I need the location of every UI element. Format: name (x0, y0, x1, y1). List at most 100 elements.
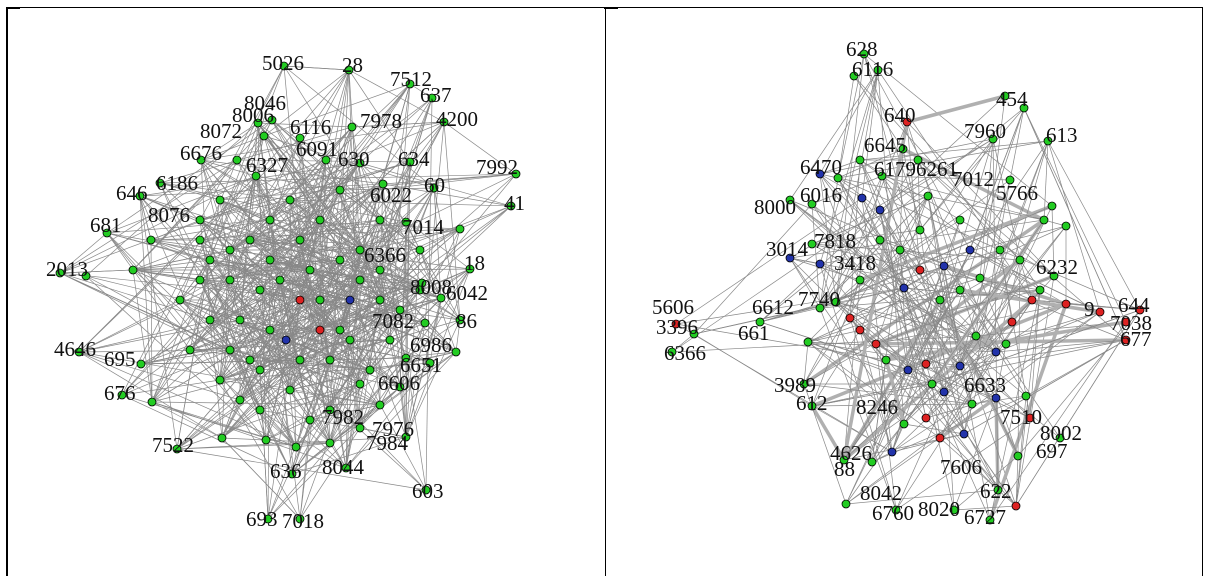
left-graph-edge (199, 161, 411, 221)
left-graph-node (146, 235, 156, 245)
left-graph-node (245, 355, 255, 365)
right-graph-edge (819, 173, 863, 199)
left-graph-edge (345, 351, 457, 469)
left-graph-edge (279, 279, 401, 311)
left-graph-node (251, 171, 261, 181)
left-graph-edge (200, 159, 257, 177)
left-graph-node (215, 375, 225, 385)
left-graph-edge (379, 187, 435, 221)
right-graph-edge (811, 302, 1067, 408)
right-graph-node (1013, 451, 1023, 461)
left-graph-edge (140, 119, 273, 365)
right-graph-edge (903, 287, 961, 367)
left-graph-node-label: 7082 (372, 309, 414, 333)
left-graph-edge (259, 289, 287, 341)
left-graph-node (365, 365, 375, 375)
left-graph-node-label: 6042 (446, 281, 488, 305)
left-graph-node-label: 6676 (180, 141, 222, 165)
left-graph-node-label: 60 (424, 173, 445, 197)
right-graph-node (921, 413, 931, 423)
right-graph-node (955, 215, 965, 225)
left-graph-node (375, 400, 385, 410)
left-graph-edge (159, 182, 201, 281)
left-graph-node (55, 268, 65, 278)
left-graph-node (263, 514, 273, 524)
right-graph-node (855, 155, 865, 165)
right-graph-node (1015, 255, 1025, 265)
left-graph-edge (199, 219, 423, 284)
right-graph-edge (875, 343, 897, 511)
left-graph-edge (399, 268, 471, 388)
left-graph-node (405, 79, 415, 89)
right-graph-node-label: 88 (834, 457, 855, 481)
left-graph-node (285, 385, 295, 395)
right-graph-edge (871, 395, 1027, 463)
right-graph-edge (953, 455, 1019, 511)
right-graph-node (807, 199, 817, 209)
right-graph-node (923, 191, 933, 201)
right-graph-edge (1023, 107, 1127, 341)
left-graph-edge (59, 175, 257, 274)
right-graph-edge (927, 195, 965, 435)
left-graph-edge (150, 219, 271, 241)
left-graph-node-label: 5026 (262, 51, 304, 75)
right-graph-edge (979, 277, 1007, 345)
right-graph-edge (671, 335, 977, 353)
right-graph-node (1061, 221, 1071, 231)
right-graph-node (857, 193, 867, 203)
right-graph-edge (875, 275, 1055, 345)
right-graph-node (807, 239, 817, 249)
right-graph-edge (891, 433, 965, 453)
right-graph-node (841, 499, 851, 509)
left-graph-node (279, 61, 289, 71)
left-graph-edge (279, 279, 331, 444)
left-graph-node (295, 235, 305, 245)
right-graph-edge (819, 173, 861, 281)
right-graph-node-label: 7038 (1110, 311, 1152, 335)
right-graph-edge (884, 359, 906, 425)
left-graph-edge (424, 322, 457, 353)
left-graph-node-label: 637 (420, 83, 452, 107)
right-graph-edge (693, 203, 813, 335)
left-graph-node (136, 359, 146, 369)
right-graph-edge (979, 138, 994, 279)
right-graph-node (1019, 103, 1029, 113)
left-graph-node (128, 265, 138, 275)
right-graph-edge (999, 249, 1031, 419)
right-graph-edge (959, 289, 1061, 439)
left-graph-edge (379, 219, 401, 311)
left-graph-node-label: 636 (270, 459, 302, 483)
right-graph-node (855, 275, 865, 285)
left-graph-edge (263, 135, 381, 221)
left-graph-edge (199, 219, 442, 299)
right-graph-node (833, 173, 843, 183)
right-graph-edge (995, 259, 1021, 353)
right-graph-node-label: 6470 (800, 155, 842, 179)
left-graph-edge (239, 319, 361, 385)
left-graph-node (427, 93, 437, 103)
right-graph-edge (906, 94, 1006, 124)
left-graph-node-label: 6186 (156, 171, 198, 195)
left-graph-edge (339, 219, 381, 261)
right-graph-node (849, 71, 859, 81)
left-graph-edge (329, 187, 435, 361)
right-graph-node (1001, 339, 1011, 349)
left-graph-node (295, 355, 305, 365)
right-graph-node (1055, 433, 1065, 443)
left-graph-node-label: 6651 (400, 353, 442, 377)
left-graph-edge (399, 322, 426, 388)
left-graph-edge (329, 183, 384, 444)
left-graph-edge (199, 239, 267, 441)
left-graph-node (355, 423, 365, 433)
right-graph-edge (819, 177, 839, 309)
left-graph-node (375, 295, 385, 305)
right-graph-edge (881, 175, 945, 393)
right-graph-edge (1029, 289, 1041, 419)
right-graph-node (1039, 215, 1049, 225)
right-graph-edge (927, 195, 961, 367)
left-graph-edge (239, 183, 384, 401)
right-graph-edge (807, 341, 941, 439)
left-graph-edge (121, 239, 201, 396)
left-graph-node-label: 7984 (366, 431, 409, 455)
right-graph-edge (845, 489, 999, 505)
